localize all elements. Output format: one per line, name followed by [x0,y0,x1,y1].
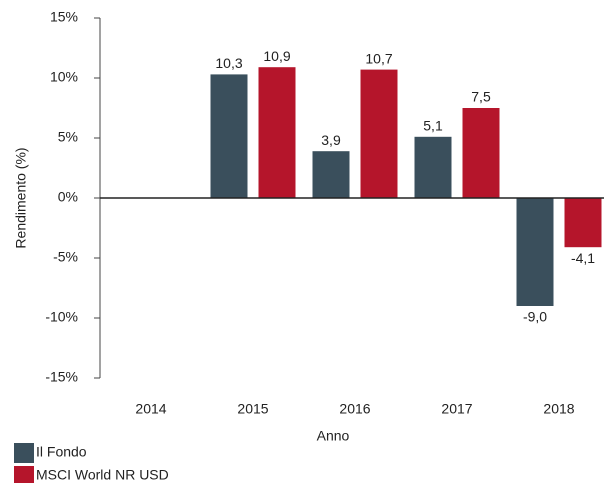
value-label: 10,3 [215,55,242,71]
y-tick-label: 10% [50,69,78,85]
value-label: 10,7 [365,50,392,66]
y-tick-label: -5% [53,249,78,265]
x-tick-label: 2018 [543,401,574,417]
bar [462,108,500,198]
value-label: 7,5 [471,89,491,105]
x-tick-label: 2014 [135,401,166,417]
y-tick-label: -15% [45,369,78,385]
y-tick-label: 5% [58,129,78,145]
bar [210,74,248,198]
value-label: -9,0 [523,309,547,325]
y-tick-label: -10% [45,309,78,325]
y-axis-label: Rendimento (%) [13,147,29,248]
value-label: 3,9 [321,132,341,148]
legend-swatch [14,466,34,483]
x-axis-label: Anno [317,428,350,444]
y-tick-label: 15% [50,9,78,25]
legend-label: MSCI World NR USD [36,467,169,483]
legend-label: Il Fondo [36,444,87,460]
legend-swatch [14,443,34,463]
bar [516,198,554,306]
value-label: 5,1 [423,118,443,134]
bar [360,69,398,198]
x-tick-label: 2017 [441,401,472,417]
value-label: 10,9 [263,48,290,64]
x-tick-label: 2015 [237,401,268,417]
y-tick-label: 0% [58,189,78,205]
x-tick-label: 2016 [339,401,370,417]
value-label: -4,1 [571,250,595,266]
bar [312,151,350,198]
bar [258,67,296,198]
bar [564,198,602,248]
bar [414,136,452,198]
